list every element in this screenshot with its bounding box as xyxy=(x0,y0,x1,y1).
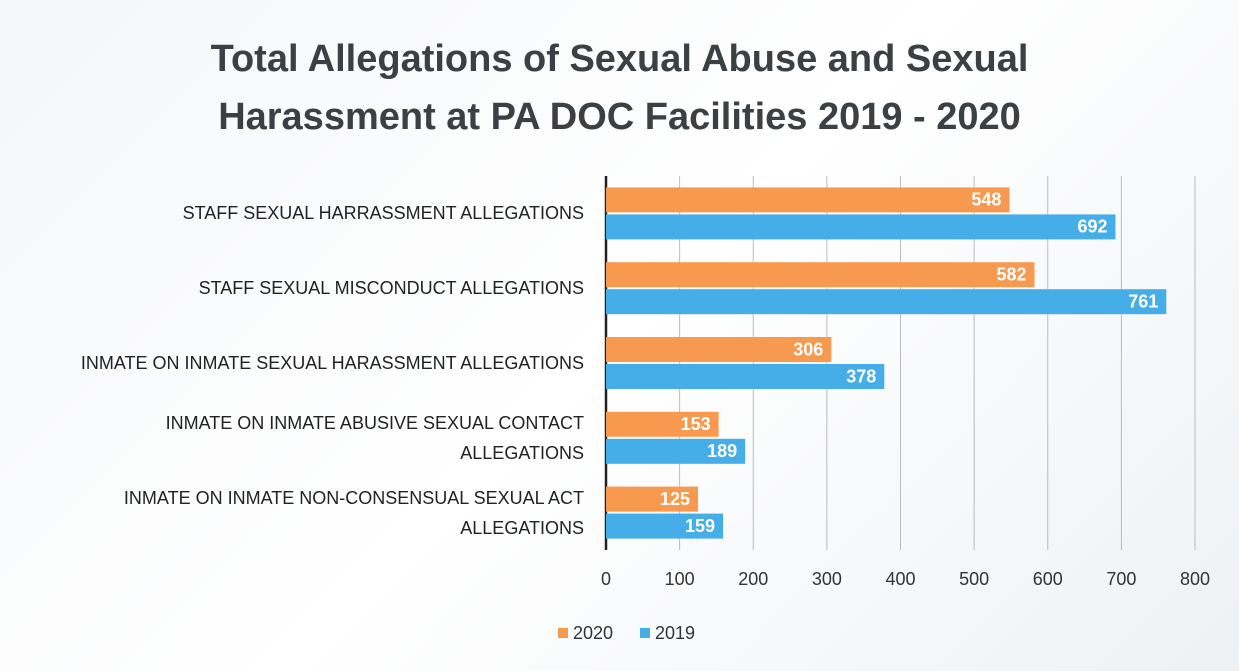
x-tick-label: 100 xyxy=(665,569,695,589)
x-tick-label: 700 xyxy=(1106,569,1136,589)
category-label: INMATE ON INMATE NON-CONSENSUAL SEXUAL A… xyxy=(123,487,584,538)
data-label: 692 xyxy=(1077,217,1107,237)
legend-label: 2020 xyxy=(573,623,613,643)
data-label: 189 xyxy=(707,441,737,461)
x-tick-label: 200 xyxy=(738,569,768,589)
category-label: INMATE ON INMATE ABUSIVE SEXUAL CONTACT … xyxy=(165,412,584,463)
data-label: 159 xyxy=(685,516,715,536)
x-tick-label: 500 xyxy=(959,569,989,589)
category-label: STAFF SEXUAL HARRASSMENT ALLEGATIONS xyxy=(182,203,584,224)
bar xyxy=(606,486,699,512)
legend-swatch xyxy=(640,628,650,638)
x-tick-label: 800 xyxy=(1180,569,1210,589)
category-label: INMATE ON INMATE SEXUAL HARASSMENT ALLEG… xyxy=(80,353,584,373)
data-label: 761 xyxy=(1128,291,1158,311)
data-label: 582 xyxy=(996,264,1026,284)
x-tick-label: 300 xyxy=(812,569,842,589)
data-label: 306 xyxy=(793,339,823,359)
x-tick-label: 0 xyxy=(601,569,611,589)
bar xyxy=(606,289,1167,315)
bar xyxy=(606,513,724,539)
data-label: 548 xyxy=(971,190,1001,210)
bar xyxy=(606,337,832,362)
bar xyxy=(606,364,885,389)
data-label: 153 xyxy=(681,414,711,434)
x-tick-label: 600 xyxy=(1033,569,1063,589)
chart-title: Total Allegations of Sexual Abuse and Se… xyxy=(210,38,1029,138)
bar xyxy=(606,262,1035,288)
bar xyxy=(606,411,719,437)
bar xyxy=(606,187,1010,213)
data-label: 125 xyxy=(660,489,690,509)
category-label: STAFF SEXUAL MISCONDUCT ALLEGATIONS xyxy=(198,278,584,299)
bar xyxy=(606,214,1116,240)
legend-label: 2019 xyxy=(655,623,695,643)
data-label: 378 xyxy=(846,366,876,386)
x-tick-label: 400 xyxy=(885,569,915,589)
legend-swatch xyxy=(558,628,568,638)
bar xyxy=(606,438,746,464)
